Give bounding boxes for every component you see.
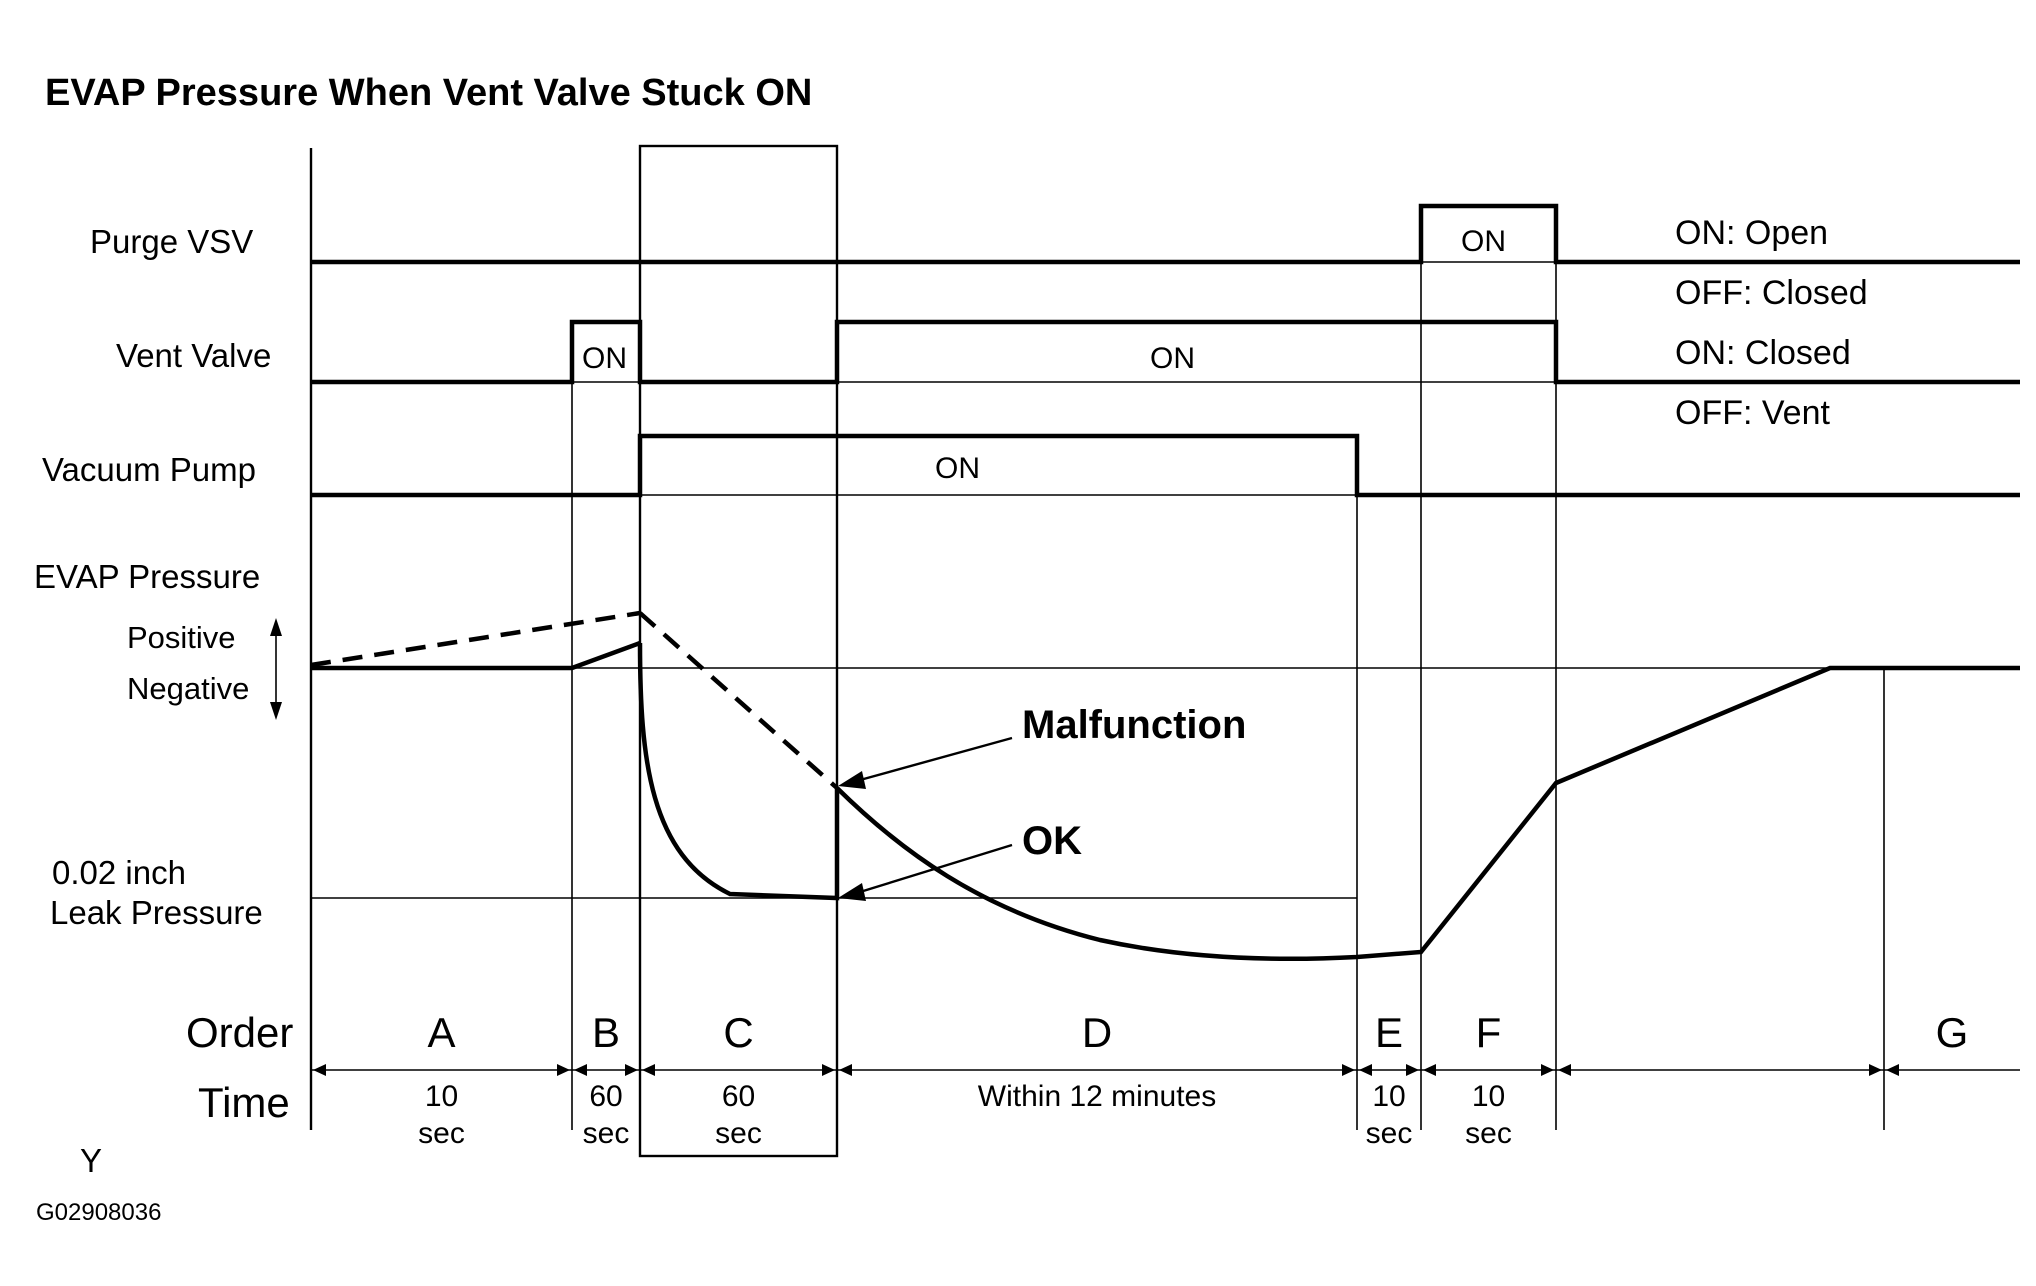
time-row-label: Time [198,1079,290,1126]
pump-on-label: ON [935,452,980,485]
negative-label: Negative [127,671,249,706]
arrowhead-icon [1359,1064,1372,1076]
diagram-title: EVAP Pressure When Vent Valve Stuck ON [45,72,812,114]
positive-negative-arrow-icon [270,618,282,720]
arrowhead-icon [1406,1064,1419,1076]
arrowhead-icon [574,1064,587,1076]
phase-time-value: 10 [1372,1080,1405,1113]
leak-pressure-label-line2: Leak Pressure [50,894,263,931]
vent-on-label-b: ON [582,342,627,375]
ok-label: OK [1022,819,1082,863]
phase-time-unit: sec [418,1117,465,1150]
vacuum-pump-waveform: ON [311,433,2020,498]
arrowhead-icon [625,1064,638,1076]
positive-label: Positive [127,620,236,655]
arrowhead-icon [839,1064,852,1076]
arrowhead-icon [822,1064,835,1076]
phase-dividers [571,262,1885,1130]
phase-order-c: C [723,1009,753,1056]
legend-vent-on: ON: Closed [1675,334,1851,372]
phase-time-unit: sec [1465,1117,1512,1150]
phase-order-f: F [1476,1009,1502,1056]
phase-time-value: 60 [589,1080,622,1113]
vacuum-pump-label: Vacuum Pump [42,451,256,488]
phase-time-value: Within 12 minutes [978,1080,1216,1113]
footer-mark: Y [80,1142,102,1179]
ok-pressure-trace [311,640,840,901]
phase-time-unit: sec [583,1117,630,1150]
evap-pressure-label: EVAP Pressure [34,558,260,595]
malfunction-callout: Malfunction [838,703,1246,789]
ok-callout: OK [838,819,1082,901]
phase-time-value: 60 [722,1080,755,1113]
order-row-label: Order [186,1009,293,1056]
arrowhead-icon [1541,1064,1554,1076]
vent-on-label-d: ON [1150,342,1195,375]
arrowhead-icon [1886,1064,1899,1076]
time-span-arrows [313,1064,1899,1076]
arrowhead-icon [1869,1064,1882,1076]
figure-id: G02908036 [36,1199,161,1226]
purge-vsv-waveform: ON [311,203,2020,265]
leak-pressure-label-line1: 0.02 inch [52,854,186,891]
legend-purge-on: ON: Open [1675,214,1828,252]
malfunction-label: Malfunction [1022,703,1246,747]
phase-order-d: D [1082,1009,1112,1056]
vent-valve-label: Vent Valve [116,337,271,374]
purge-on-label: ON [1461,225,1506,258]
phase-order-e: E [1375,1009,1403,1056]
phase-time-value: 10 [1472,1080,1505,1113]
vent-valve-waveform: ON ON [311,319,2020,385]
arrowhead-icon [313,1064,326,1076]
purge-vsv-label: Purge VSV [90,223,253,260]
arrowhead-icon [1423,1064,1436,1076]
arrowhead-icon [1342,1064,1355,1076]
phase-time-value: 10 [425,1080,458,1113]
arrowhead-icon [642,1064,655,1076]
phase-order-g: G [1936,1009,1969,1056]
legend-vent-off: OFF: Vent [1675,394,1830,432]
legend-purge-off: OFF: Closed [1675,274,1868,312]
phase-labels: A 10 sec B 60 sec C 60 sec D Within 12 minutes E 10 s… [418,1009,1968,1150]
phase-order-b: B [592,1009,620,1056]
arrowhead-icon [1558,1064,1571,1076]
phase-c-highlight-box [638,144,839,1158]
malfunction-pressure-trace [310,610,2020,962]
phase-time-unit: sec [715,1117,762,1150]
arrowhead-icon [557,1064,570,1076]
phase-time-unit: sec [1366,1117,1413,1150]
phase-order-a: A [427,1009,455,1056]
